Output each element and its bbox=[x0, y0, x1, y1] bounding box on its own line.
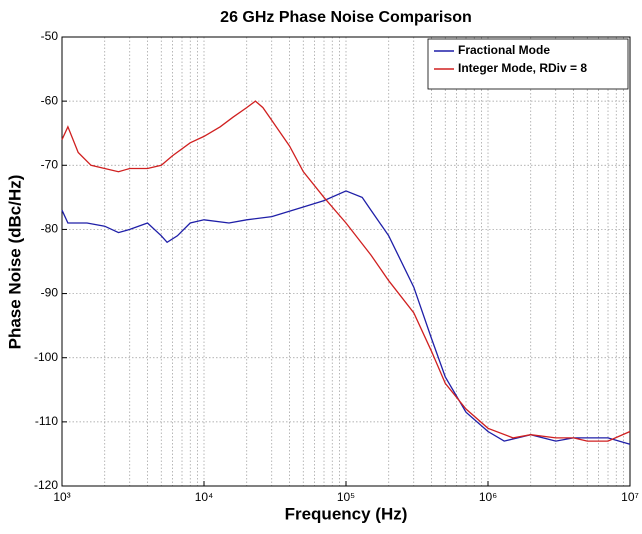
legend-box bbox=[427, 38, 629, 90]
y-tick-label: -110 bbox=[35, 414, 58, 428]
line bbox=[61, 100, 631, 442]
chart-title: 26 GHz Phase Noise Comparison bbox=[220, 9, 472, 26]
y-tick-label: -80 bbox=[41, 222, 59, 236]
x-tick-label: 10⁴ bbox=[195, 490, 214, 504]
x-tick-label: 10³ bbox=[53, 490, 70, 504]
x-tick-label: 10⁷ bbox=[621, 490, 639, 504]
y-tick-label: -120 bbox=[34, 478, 58, 492]
y-tick-label: -100 bbox=[34, 350, 58, 364]
y-tick-label: -60 bbox=[41, 93, 59, 107]
legend-label: Fractional Mode bbox=[458, 43, 550, 57]
y-tick-label: -90 bbox=[41, 286, 59, 300]
plot-frame bbox=[61, 36, 631, 487]
legend-label: Integer Mode, RDiv = 8 bbox=[458, 61, 587, 75]
y-tick-label: -70 bbox=[41, 157, 59, 171]
y-axis-label: Phase Noise (dBc/Hz) bbox=[5, 175, 24, 350]
x-tick-label: 10⁶ bbox=[479, 490, 497, 504]
x-axis-label: Frequency (Hz) bbox=[285, 504, 408, 523]
x-tick-label: 10⁵ bbox=[337, 490, 355, 504]
y-tick-label: -50 bbox=[41, 29, 59, 43]
